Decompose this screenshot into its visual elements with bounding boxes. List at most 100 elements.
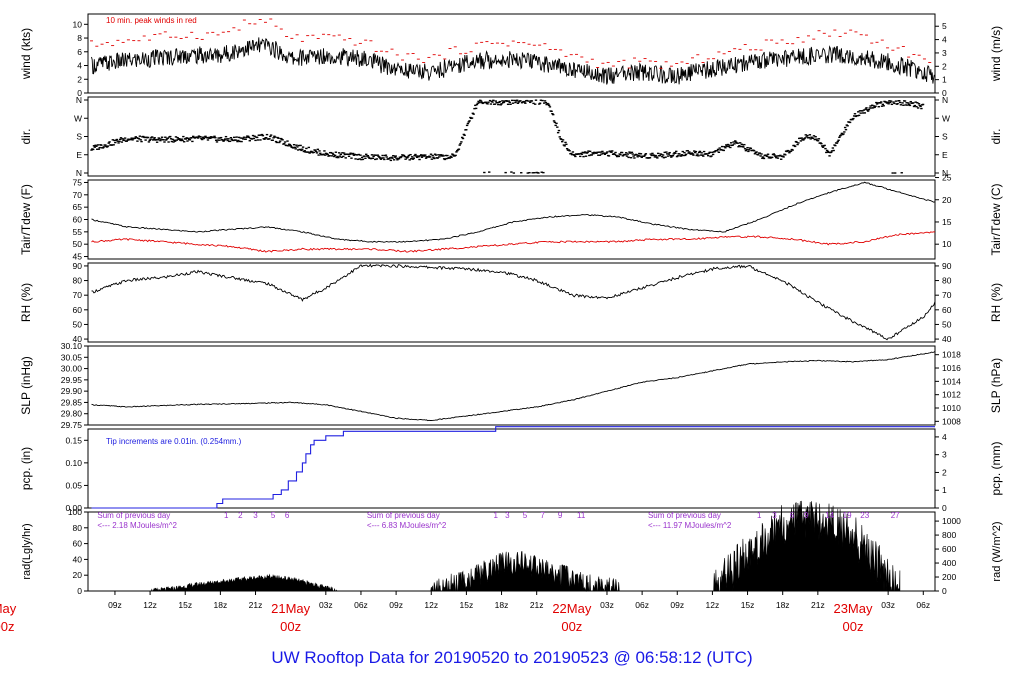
dir-point	[848, 121, 852, 124]
dir-point	[335, 156, 338, 159]
dir-point	[808, 134, 812, 136]
dir-point	[344, 157, 347, 159]
dir-point	[805, 136, 808, 138]
dir-point	[315, 150, 318, 153]
dir-point	[724, 147, 727, 149]
dir-point	[427, 156, 430, 158]
dir-point	[437, 154, 440, 156]
dir-point	[540, 171, 543, 173]
dir-point	[135, 137, 138, 139]
dir-point	[305, 147, 308, 150]
dir-point	[455, 151, 458, 153]
dir-point	[550, 110, 553, 112]
dir-point	[856, 115, 859, 117]
dir-point	[796, 143, 799, 146]
ytick-label-right-rh: 60	[942, 305, 952, 315]
dir-point	[98, 146, 101, 149]
dir-point	[251, 134, 255, 137]
ytick-label-left-wind: 4	[77, 61, 82, 71]
dir-point	[845, 124, 848, 126]
dir-point	[304, 151, 307, 153]
dir-point	[512, 172, 516, 174]
dir-point	[760, 153, 763, 155]
dir-point	[745, 148, 748, 151]
dir-point	[375, 158, 379, 160]
dir-point	[178, 138, 181, 140]
dir-point	[785, 150, 789, 153]
dir-point	[561, 139, 565, 141]
dir-point	[278, 140, 282, 142]
dir-point	[573, 154, 576, 157]
dir-point	[90, 149, 93, 151]
dir-point	[556, 126, 559, 128]
dir-point	[123, 137, 127, 139]
ytick-label-left-wind: 10	[73, 19, 83, 29]
ytick-label-left-dir: W	[74, 113, 82, 123]
radiation-sum-value: <--- 11.97 MJoules/m^2	[648, 521, 732, 530]
dir-point	[543, 100, 547, 102]
dir-point	[164, 136, 167, 138]
dir-point	[866, 109, 869, 111]
dir-point	[265, 133, 269, 136]
dir-point	[697, 155, 700, 157]
dir-point	[307, 146, 311, 149]
dir-point	[644, 153, 648, 155]
dir-point	[639, 153, 643, 155]
dir-point	[691, 153, 694, 155]
dir-point	[440, 155, 443, 157]
ytick-label-left-temperature: 55	[73, 227, 83, 237]
dir-point	[200, 137, 203, 140]
dir-point	[656, 152, 660, 155]
dir-point	[294, 148, 297, 150]
dir-point	[675, 150, 678, 153]
dir-point	[511, 102, 515, 104]
dir-point	[428, 155, 431, 157]
dir-point	[563, 145, 566, 147]
dir-point	[789, 150, 793, 152]
ytick-label-left-pressure: 29.75	[61, 420, 83, 430]
radiation-sum-label: Sum of previous day	[367, 511, 440, 520]
dir-point	[839, 135, 842, 137]
ytick-label-left-radiation: 0	[77, 586, 82, 596]
dir-point	[268, 138, 271, 140]
dir-point	[545, 103, 548, 106]
dir-point	[457, 148, 461, 150]
dir-point	[857, 111, 860, 113]
dir-point	[107, 142, 110, 144]
dir-point	[237, 139, 240, 142]
dir-point	[175, 139, 179, 141]
dir-point	[410, 157, 413, 160]
dir-point	[234, 139, 238, 141]
dir-point	[504, 171, 507, 174]
dir-point	[844, 128, 848, 131]
dir-point	[187, 137, 190, 140]
dir-point	[104, 144, 107, 146]
dir-point	[890, 103, 894, 106]
dir-point	[348, 153, 352, 155]
dir-point	[208, 136, 211, 139]
dir-point	[670, 156, 673, 158]
dir-point	[553, 121, 557, 124]
ytick-label-left-temperature: 50	[73, 239, 83, 249]
dir-point	[710, 155, 713, 157]
dir-point	[843, 126, 847, 129]
dir-point	[558, 136, 561, 138]
dir-point	[524, 102, 527, 104]
dir-point	[298, 148, 302, 151]
dir-point	[556, 131, 560, 134]
dir-point	[497, 101, 501, 104]
dir-point	[315, 152, 319, 154]
ytick-label-left-wind: 8	[77, 33, 82, 43]
ylabel-left-radiation: rad(Lgly/hr)	[21, 523, 33, 579]
dir-point	[462, 133, 466, 136]
dir-point	[823, 144, 826, 147]
dir-point	[406, 157, 409, 159]
dir-point	[242, 138, 245, 140]
ytick-label-right-pressure: 1014	[942, 376, 961, 386]
ytick-label-left-temperature: 60	[73, 215, 83, 225]
dir-point	[905, 102, 908, 104]
dir-point	[864, 108, 867, 110]
dir-point	[460, 141, 463, 143]
dir-point	[155, 141, 159, 143]
ylabel-right-wind: wind (m/s)	[989, 26, 1003, 82]
